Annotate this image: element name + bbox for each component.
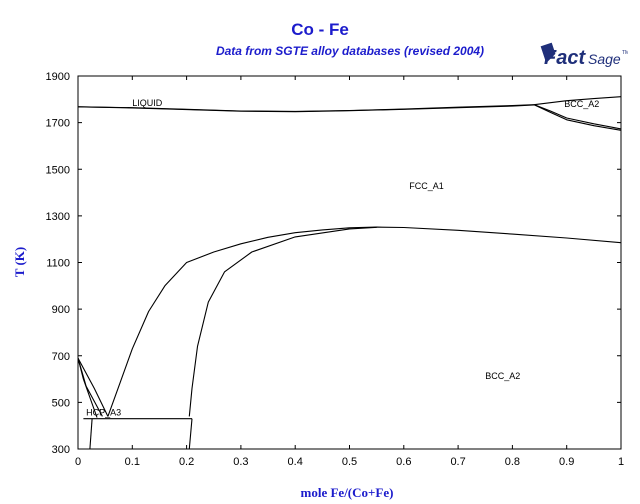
x-tick-label: 0.6 (396, 456, 411, 468)
logo-sub-text: Sage (588, 51, 621, 67)
x-tick-label: 0.9 (559, 456, 574, 468)
phase-label: LIQUID (132, 98, 163, 108)
y-tick-label: 300 (52, 444, 70, 456)
phase-boundary-line-5 (533, 104, 622, 130)
x-tick-label: 0.7 (450, 456, 465, 468)
phase-boundary-line-13 (77, 357, 103, 417)
phase-boundary-line-9 (188, 418, 193, 450)
y-tick-label: 1300 (46, 211, 70, 223)
chart-subtitle: Data from SGTE alloy databases (revised … (215, 44, 485, 58)
y-tick-label: 700 (52, 351, 70, 363)
plot-frame (77, 75, 622, 450)
x-tick-label: 0.1 (125, 456, 140, 468)
phase-label: BCC_A2 (485, 371, 520, 381)
phase-boundary-line-4 (533, 104, 622, 131)
phase-boundary-line-12 (77, 357, 109, 417)
phase-boundary-line-3 (534, 96, 622, 106)
chart-title: Co - Fe (291, 20, 349, 39)
phase-boundary-line-8 (89, 418, 93, 450)
y-tick-label: 900 (52, 304, 70, 316)
y-axis-label: T (K) (12, 247, 27, 277)
y-tick-label: 1900 (46, 71, 70, 83)
phase-label: BCC_A2 (564, 99, 599, 109)
x-tick-label: 0 (75, 456, 81, 468)
x-tick-label: 0.3 (233, 456, 248, 468)
phase-label: HCP_A3 (86, 408, 121, 418)
phase-boundary-line-2 (77, 104, 535, 113)
y-tick-label: 500 (52, 397, 70, 409)
phase-boundary-line-7 (188, 226, 377, 417)
x-axis-label: mole Fe/(Co+Fe) (301, 485, 394, 500)
x-tick-label: 0.2 (179, 456, 194, 468)
y-tick-label: 1500 (46, 164, 70, 176)
factsage-logo: Fact Sage TM (539, 41, 628, 69)
phase-boundary-line-6 (107, 226, 622, 417)
phase-label: FCC_A1 (409, 181, 444, 191)
y-tick-label: 1700 (46, 118, 70, 130)
logo-main-text: Fact (544, 47, 586, 69)
x-tick-label: 0.8 (505, 456, 520, 468)
y-tick-label: 1100 (46, 258, 70, 270)
x-tick-label: 0.5 (342, 456, 357, 468)
x-tick-label: 1 (618, 456, 624, 468)
logo-trademark: TM (622, 50, 628, 56)
x-tick-label: 0.4 (288, 456, 303, 468)
